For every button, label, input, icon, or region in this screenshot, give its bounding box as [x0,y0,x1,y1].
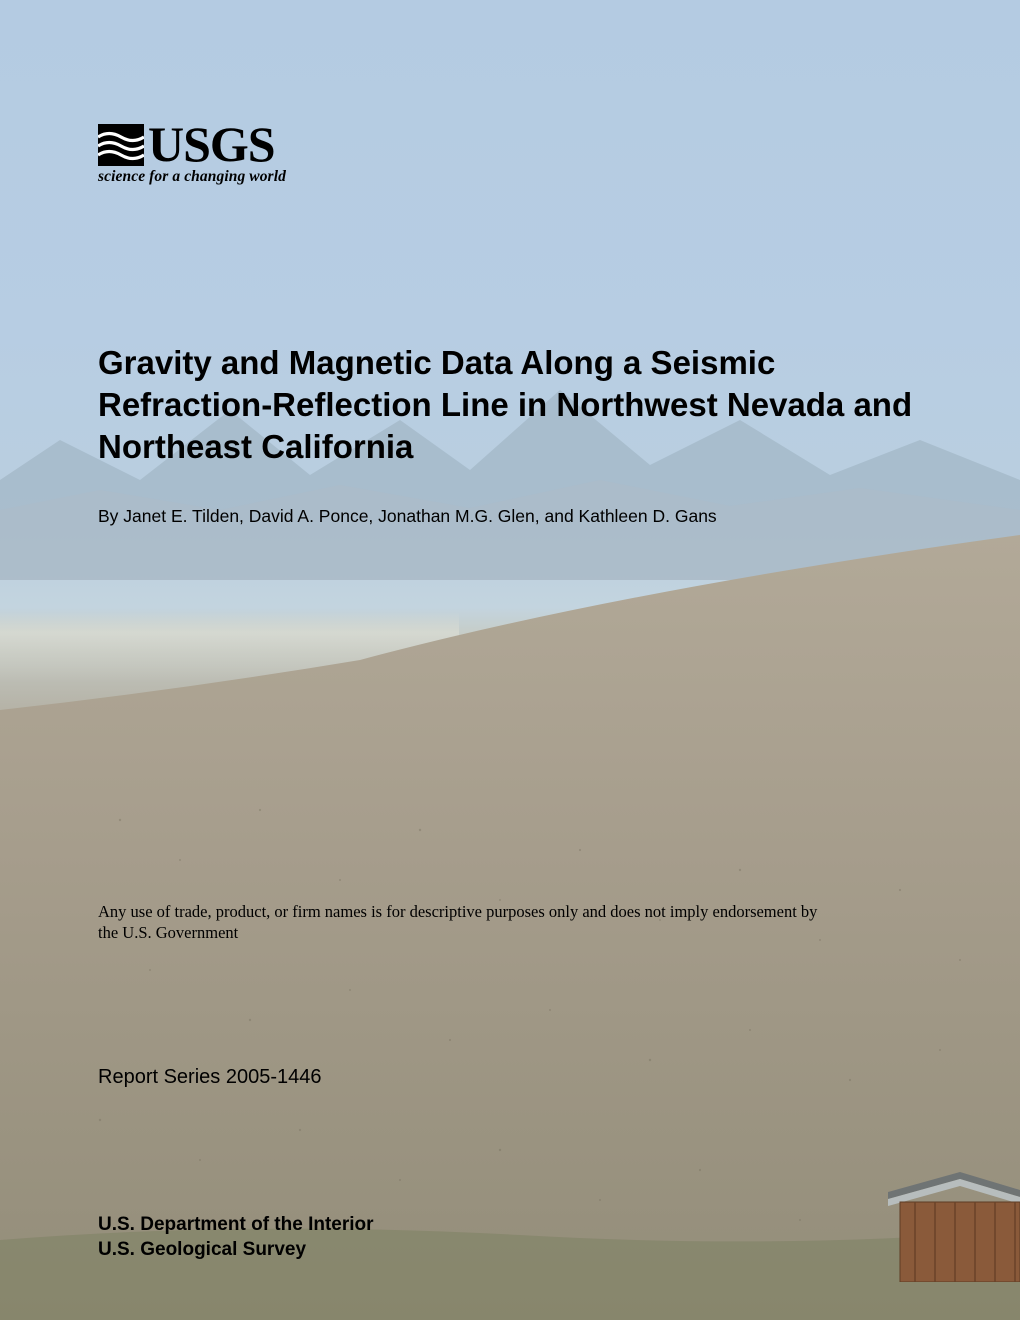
authors-line: By Janet E. Tilden, David A. Ponce, Jona… [98,506,717,527]
report-cover-page: USGS science for a changing world Gravit… [0,0,1020,1320]
agency-line-1: U.S. Department of the Interior [98,1212,374,1237]
usgs-tagline: science for a changing world [98,168,318,186]
report-series: Report Series 2005-1446 [98,1066,321,1089]
usgs-wave-icon [98,124,144,166]
usgs-logo: USGS science for a changing world [98,122,318,186]
disclaimer-text: Any use of trade, product, or firm names… [98,902,828,943]
agency-block: U.S. Department of the Interior U.S. Geo… [98,1212,374,1262]
usgs-logo-text: USGS [148,122,275,167]
agency-line-2: U.S. Geological Survey [98,1237,374,1262]
content-area: USGS science for a changing world Gravit… [98,0,928,1320]
report-title: Gravity and Magnetic Data Along a Seismi… [98,342,928,469]
usgs-logo-mark: USGS [98,122,318,167]
